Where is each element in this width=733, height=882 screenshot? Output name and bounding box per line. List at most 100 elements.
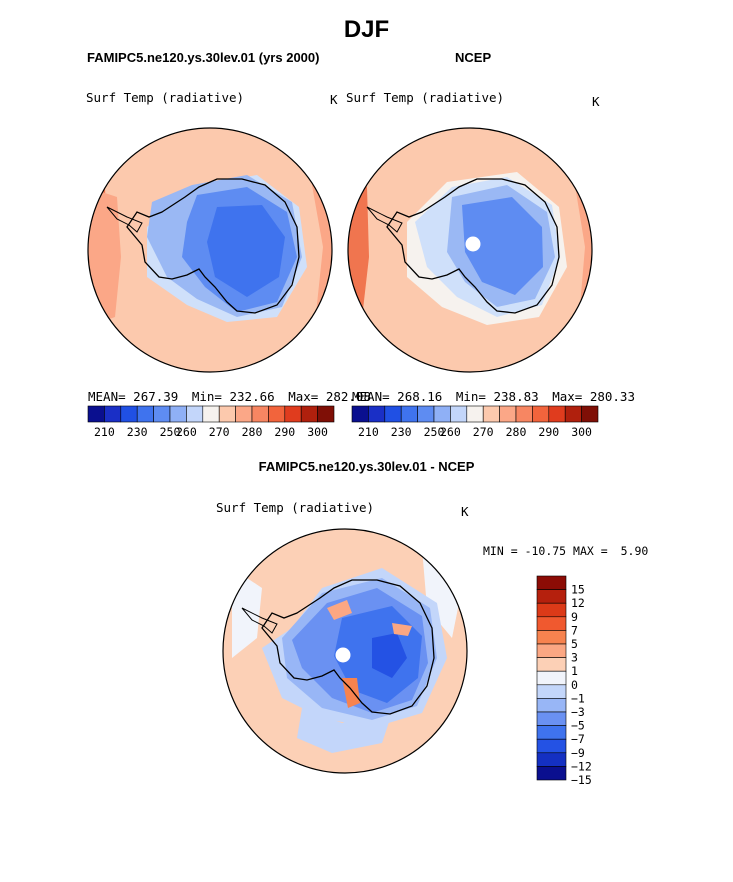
panel-left-units: K	[330, 92, 338, 107]
mean-value: 267.39	[133, 389, 179, 404]
max-label: Max=	[552, 389, 583, 404]
colorbar-tick-label: −1	[571, 691, 585, 705]
diff-patch	[422, 548, 462, 638]
colorbar-swatch	[536, 616, 567, 631]
colorbar-swatch	[300, 405, 318, 423]
colorbar-swatch	[384, 405, 402, 423]
antarctica-coastline	[261, 579, 435, 715]
colorbar-tick-label: 1	[571, 664, 578, 678]
colorbar-swatch	[536, 589, 567, 604]
colorbar-swatch	[536, 657, 567, 672]
colorbar-swatch	[536, 630, 567, 645]
colorbar-swatch	[368, 405, 386, 423]
mean-label: MEAN=	[88, 389, 126, 404]
warm-ocean-west	[348, 167, 369, 342]
diff-positive-spot	[392, 623, 412, 636]
colorbar-swatch	[186, 405, 204, 423]
colorbar-tick-label: 7	[571, 623, 578, 637]
panel-left-header: FAMIPC5.ne120.ys.30lev.01 (yrs 2000)	[87, 50, 320, 65]
warm-ocean-west-2	[88, 187, 121, 327]
colorbar-tick-label: 260	[440, 425, 461, 439]
colorbar-swatch	[536, 643, 567, 658]
diff-positive-spot	[327, 600, 352, 620]
colorbar-tick-label: 250	[160, 425, 181, 439]
min-value: 232.66	[229, 389, 275, 404]
polar-map-model	[87, 127, 333, 373]
colorbar-swatch	[268, 405, 286, 423]
antarctica-coastline	[126, 178, 300, 314]
panel-left-variable: Surf Temp (radiative)	[86, 90, 245, 105]
colorbar-tick-label: 0	[571, 678, 578, 692]
colorbar-swatch	[284, 405, 302, 423]
figure-title: DJF	[343, 16, 390, 43]
colorbar-swatch	[515, 405, 533, 423]
mean-value: 268.16	[397, 389, 443, 404]
colorbar-tick-label: −7	[571, 732, 585, 746]
diff-units: K	[461, 504, 469, 519]
colorbar-tick-label: 260	[176, 425, 197, 439]
colorbar-tick-label: 300	[571, 425, 592, 439]
colorbar-swatch	[532, 405, 550, 423]
panel-left-stats: MEAN= 267.39 Min= 232.66 Max= 282.08	[88, 389, 371, 404]
max-label: Max=	[288, 389, 319, 404]
pole-hole	[335, 647, 351, 663]
colorbar-swatch	[417, 405, 435, 423]
antarctica-coastline	[386, 178, 560, 314]
colorbar-tick-label: −5	[571, 719, 585, 733]
colorbar-tick-label: 250	[424, 425, 445, 439]
colorbar-swatch	[536, 738, 567, 754]
colorbar-tick-label: 5	[571, 637, 578, 651]
colorbar-swatch	[581, 405, 599, 423]
peninsula-coastline	[106, 206, 143, 233]
panel-right-stats: MEAN= 268.16 Min= 238.83 Max= 280.33	[352, 389, 635, 404]
colorbar-swatch	[499, 405, 517, 423]
colorbar-swatch	[317, 405, 335, 423]
peninsula-coastline	[241, 607, 278, 634]
colorbar-tick-label: 3	[571, 651, 578, 665]
colorbar-tick-label: −3	[571, 705, 585, 719]
colorbar-tick-label: −12	[571, 759, 592, 773]
panel-right-header: NCEP	[455, 50, 492, 65]
polar-map-difference	[222, 528, 468, 774]
colorbar-swatch	[536, 602, 567, 618]
colorbar-swatch	[536, 698, 567, 713]
colorbar-swatch	[104, 405, 122, 423]
colorbar-swatch	[466, 405, 484, 423]
colorbar-tick-label: −9	[571, 746, 585, 760]
colorbar-swatch	[548, 405, 566, 423]
mean-label: MEAN=	[352, 389, 390, 404]
colorbar-swatch	[400, 405, 418, 423]
max-value: 280.33	[589, 389, 635, 404]
colorbar-swatch	[482, 405, 500, 423]
colorbar-tick-label: 280	[506, 425, 527, 439]
colorbar-swatch	[218, 405, 236, 423]
colorbar-swatch	[433, 405, 451, 423]
diff-negative-deep	[372, 633, 407, 678]
colorbar-tick-label: 15	[571, 583, 585, 597]
colorbar-swatch	[536, 711, 567, 726]
min-label: Min=	[191, 389, 222, 404]
diff-variable: Surf Temp (radiative)	[216, 500, 375, 515]
colorbar-swatch	[536, 575, 567, 590]
panel-right-units: K	[592, 94, 600, 109]
diff-positive-spot	[342, 678, 360, 708]
colorbar-tick-label: 210	[358, 425, 379, 439]
map-border	[347, 127, 593, 373]
colorbar-tick-label: 290	[274, 425, 295, 439]
colorbar-swatch	[536, 752, 567, 767]
colorbar-swatch	[536, 670, 567, 686]
diff-max-value: 5.90	[620, 544, 649, 558]
colorbar-tick-label: 290	[538, 425, 559, 439]
colorbar-swatch	[450, 405, 468, 423]
colorbar-tick-label: 230	[127, 425, 148, 439]
colorbar-swatch	[536, 766, 567, 781]
map-border	[222, 528, 468, 774]
colorbar-tick-label: 300	[307, 425, 328, 439]
polar-map-ncep	[347, 127, 593, 373]
colorbar-swatch	[153, 405, 171, 423]
min-value: 238.83	[493, 389, 539, 404]
colorbar-tick-label: 230	[391, 425, 412, 439]
